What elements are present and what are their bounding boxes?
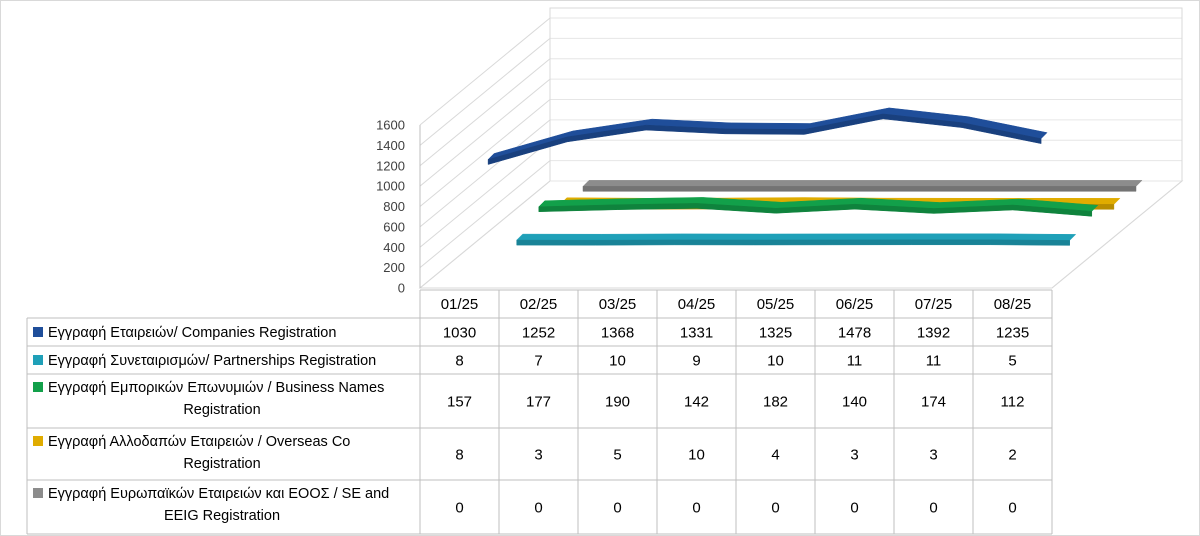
legend-swatch xyxy=(33,382,43,392)
y-tick-label: 1000 xyxy=(376,179,405,194)
data-label: 10 xyxy=(767,353,784,370)
legend-swatch xyxy=(33,327,43,337)
data-label: 190 xyxy=(605,394,630,411)
legend-label: Εγγραφή Αλλοδαπών Εταιρειών / Overseas C… xyxy=(48,434,350,450)
data-label: 157 xyxy=(447,394,472,411)
data-label: 1331 xyxy=(680,325,713,342)
data-label: 0 xyxy=(1008,500,1016,517)
legend-label: Εγγραφή Εταιρειών/ Companies Registratio… xyxy=(48,325,336,341)
floor-right-edge xyxy=(1051,180,1183,289)
legend-swatch xyxy=(33,436,43,446)
side-gridline xyxy=(419,37,551,146)
data-label: 1030 xyxy=(443,325,476,342)
side-gridline xyxy=(419,17,551,126)
data-label: 11 xyxy=(926,353,942,370)
data-label: 0 xyxy=(534,500,542,517)
x-tick-label: 03/25 xyxy=(599,296,637,313)
x-tick-label: 05/25 xyxy=(757,296,795,313)
data-label: 0 xyxy=(929,500,937,517)
side-gridline xyxy=(419,160,551,269)
legend-label: Registration xyxy=(183,402,260,418)
data-label: 0 xyxy=(692,500,700,517)
data-label: 10 xyxy=(609,353,626,370)
series-4 xyxy=(582,180,1143,192)
series-ribbon-front xyxy=(487,113,1042,165)
y-axis: 0 200 400 600 800 1000 1200 1400 1600 xyxy=(376,118,405,296)
legend-swatch xyxy=(33,488,43,498)
data-label: 174 xyxy=(921,394,946,411)
data-label: 5 xyxy=(1008,353,1016,370)
data-label: 0 xyxy=(850,500,858,517)
series-ribbon-front xyxy=(538,203,1093,217)
data-label: 3 xyxy=(850,447,858,464)
legend-label: Εγγραφή Εμπορικών Επωνυμιών / Business N… xyxy=(48,380,384,396)
y-tick-label: 0 xyxy=(398,281,405,296)
data-label: 1235 xyxy=(996,325,1029,342)
side-gridline xyxy=(419,139,551,248)
x-tick-label: 06/25 xyxy=(836,296,874,313)
data-label: 1325 xyxy=(759,325,792,342)
data-label: 10 xyxy=(688,447,705,464)
data-label: 0 xyxy=(455,500,463,517)
y-tick-label: 200 xyxy=(383,260,405,275)
data-label: 112 xyxy=(1001,394,1025,411)
legend-label: EEIG Registration xyxy=(164,508,280,524)
series-2 xyxy=(538,197,1099,217)
x-tick-label: 07/25 xyxy=(915,296,953,313)
data-label: 177 xyxy=(526,394,551,411)
data-label: 142 xyxy=(684,394,709,411)
data-label: 9 xyxy=(692,353,700,370)
data-label: 8 xyxy=(455,447,463,464)
side-gridline xyxy=(419,58,551,167)
y-tick-label: 800 xyxy=(383,199,405,214)
data-label: 8 xyxy=(455,353,463,370)
legend-swatch xyxy=(33,355,43,365)
data-label: 1392 xyxy=(917,325,950,342)
y-tick-label: 600 xyxy=(383,219,405,234)
side-gridline xyxy=(419,180,551,289)
data-label: 3 xyxy=(929,447,937,464)
x-tick-label: 04/25 xyxy=(678,296,716,313)
data-label: 1252 xyxy=(522,325,555,342)
data-label: 182 xyxy=(763,394,788,411)
series-ribbon-top xyxy=(582,180,1143,187)
data-label: 0 xyxy=(613,500,621,517)
legend-label: Registration xyxy=(183,456,260,472)
data-label: 1478 xyxy=(838,325,871,342)
legend-label: Εγγραφή Συνεταιρισμών/ Partnerships Regi… xyxy=(48,353,376,369)
y-tick-label: 1400 xyxy=(376,138,405,153)
data-label: 0 xyxy=(771,500,779,517)
data-table: 01/25 02/25 03/25 04/25 05/25 06/25 07/25 08/25… xyxy=(26,289,1053,535)
x-tick-label: 02/25 xyxy=(520,296,558,313)
y-tick-label: 400 xyxy=(383,240,405,255)
data-label: 11 xyxy=(847,353,863,370)
legend-label: Εγγραφή Ευρωπαϊκών Εταιρειών και ΕΟΟΣ / … xyxy=(48,486,389,502)
y-tick-label: 1600 xyxy=(376,118,405,133)
series-1 xyxy=(516,233,1077,246)
series-ribbon-front xyxy=(516,239,1070,246)
side-gridline xyxy=(419,99,551,207)
data-label: 1368 xyxy=(601,325,634,342)
series-ribbon-top xyxy=(516,233,1077,241)
side-gridline xyxy=(419,119,551,228)
back-wall xyxy=(549,7,1183,182)
side-gridline xyxy=(419,78,551,187)
series-layer xyxy=(487,107,1143,246)
series-ribbon-front xyxy=(582,186,1137,192)
data-label: 2 xyxy=(1008,447,1016,464)
x-tick-label: 08/25 xyxy=(994,296,1032,313)
data-label: 7 xyxy=(534,353,542,370)
series-0 xyxy=(487,107,1048,165)
data-label: 4 xyxy=(771,447,779,464)
y-tick-label: 1200 xyxy=(376,158,405,173)
x-tick-label: 01/25 xyxy=(441,296,479,313)
data-label: 3 xyxy=(534,447,542,464)
data-label: 5 xyxy=(613,447,621,464)
data-label: 140 xyxy=(842,394,867,411)
